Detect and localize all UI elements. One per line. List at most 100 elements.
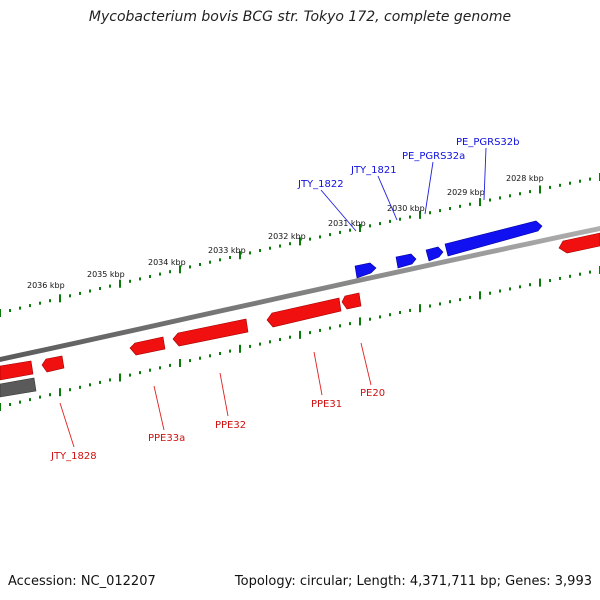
minor-tick (459, 204, 461, 208)
reverse-minor-ticks (0, 266, 600, 411)
gene-label-pe-pgrs32b[interactable]: PE_PGRS32b (456, 137, 520, 148)
minor-tick (109, 378, 111, 382)
minor-tick (579, 179, 581, 183)
major-tick (59, 294, 61, 303)
gene-label-ppe33a[interactable]: PPE33a (148, 433, 185, 444)
minor-tick (549, 279, 551, 282)
gene-label-jty-1828[interactable]: JTY_1828 (50, 451, 97, 462)
major-tick (419, 304, 421, 313)
minor-tick (159, 366, 161, 370)
major-tick (0, 309, 1, 317)
minor-tick (99, 287, 101, 290)
forward-genes (354, 220, 543, 279)
minor-tick (499, 289, 501, 293)
minor-tick (249, 344, 251, 348)
scale-label-2034: 2034 kbp (148, 258, 186, 267)
minor-tick (249, 251, 251, 255)
gene-arrow-reverse[interactable] (172, 318, 249, 347)
minor-tick (229, 349, 231, 353)
scale-label-2029: 2029 kbp (447, 188, 485, 197)
gene-arrow-forward[interactable] (395, 253, 417, 269)
minor-tick (429, 304, 431, 308)
minor-tick (219, 352, 221, 355)
minor-tick (319, 235, 321, 239)
minor-tick (19, 400, 21, 404)
minor-tick (129, 279, 131, 283)
gene-arrow-reverse[interactable] (41, 355, 65, 373)
minor-tick (189, 265, 191, 269)
gene-label-ppe32[interactable]: PPE32 (215, 420, 246, 431)
major-tick (59, 388, 61, 397)
gene-label-ppe31[interactable]: PPE31 (311, 399, 342, 410)
minor-tick (49, 393, 51, 397)
gene-arrow-reverse[interactable] (0, 360, 34, 381)
gene-label-pe-pgrs32a[interactable]: PE_PGRS32a (402, 151, 465, 162)
gene-arrow-forward[interactable] (425, 246, 444, 262)
minor-tick (149, 368, 151, 372)
minor-tick (199, 356, 201, 360)
minor-tick (399, 311, 401, 314)
forward-gene-labels: PE_PGRS32b PE_PGRS32a JTY_1821 JTY_1822 (297, 137, 520, 190)
scale-label-2033: 2033 kbp (208, 246, 246, 255)
minor-tick (389, 219, 391, 223)
gene-label-jty-1821[interactable]: JTY_1821 (350, 165, 397, 176)
minor-tick (49, 299, 51, 303)
minor-tick (529, 190, 531, 194)
gene-arrow-forward[interactable] (354, 262, 377, 279)
major-tick (539, 185, 541, 194)
minor-tick (149, 275, 151, 278)
minor-tick (349, 228, 351, 232)
minor-tick (449, 207, 451, 210)
minor-tick (189, 359, 191, 363)
major-tick (479, 291, 481, 300)
minor-tick (139, 371, 141, 375)
minor-tick (489, 291, 491, 295)
gene-label-jty-1822[interactable]: JTY_1822 (297, 179, 344, 190)
major-tick (359, 224, 361, 232)
minor-tick (499, 196, 501, 200)
minor-tick (279, 338, 281, 341)
minor-tick (269, 340, 271, 344)
gene-arrow-reverse[interactable] (266, 297, 342, 328)
minor-tick (229, 256, 231, 259)
minor-tick (589, 177, 591, 181)
gene-arrow-other[interactable] (0, 377, 37, 398)
major-tick (359, 317, 361, 326)
minor-tick (279, 244, 281, 248)
major-tick (179, 265, 181, 274)
minor-tick (39, 301, 41, 305)
minor-tick (589, 270, 591, 274)
minor-tick (319, 328, 321, 332)
gene-arrow-forward[interactable] (444, 220, 543, 257)
minor-tick (369, 317, 371, 321)
minor-tick (129, 373, 131, 377)
minor-tick (439, 302, 441, 306)
minor-tick (309, 331, 311, 335)
major-tick (539, 278, 541, 287)
minor-tick (399, 217, 401, 221)
minor-tick (339, 230, 341, 234)
minor-tick (569, 274, 571, 278)
minor-tick (139, 277, 141, 281)
minor-tick (329, 233, 331, 237)
minor-tick (79, 385, 81, 389)
minor-tick (439, 209, 441, 213)
gene-label-pe20[interactable]: PE20 (360, 388, 385, 399)
reverse-label-lines (59, 342, 372, 448)
genome-backbone (0, 226, 600, 362)
minor-tick (509, 194, 511, 198)
gene-arrow-reverse[interactable] (129, 336, 166, 356)
scale-labels: 2028 kbp 2029 kbp 2030 kbp 2031 kbp 2032… (27, 174, 544, 290)
gene-arrow-reverse[interactable] (341, 292, 362, 310)
minor-tick (409, 308, 411, 312)
accession-text: Accession: NC_012207 (8, 574, 156, 589)
major-tick (299, 330, 301, 339)
minor-tick (259, 249, 261, 252)
minor-tick (469, 295, 471, 299)
major-tick (419, 210, 421, 219)
minor-tick (199, 263, 201, 266)
minor-tick (109, 284, 111, 288)
gene-arrow-reverse[interactable] (558, 232, 600, 254)
major-tick (179, 359, 181, 367)
minor-tick (549, 185, 551, 189)
